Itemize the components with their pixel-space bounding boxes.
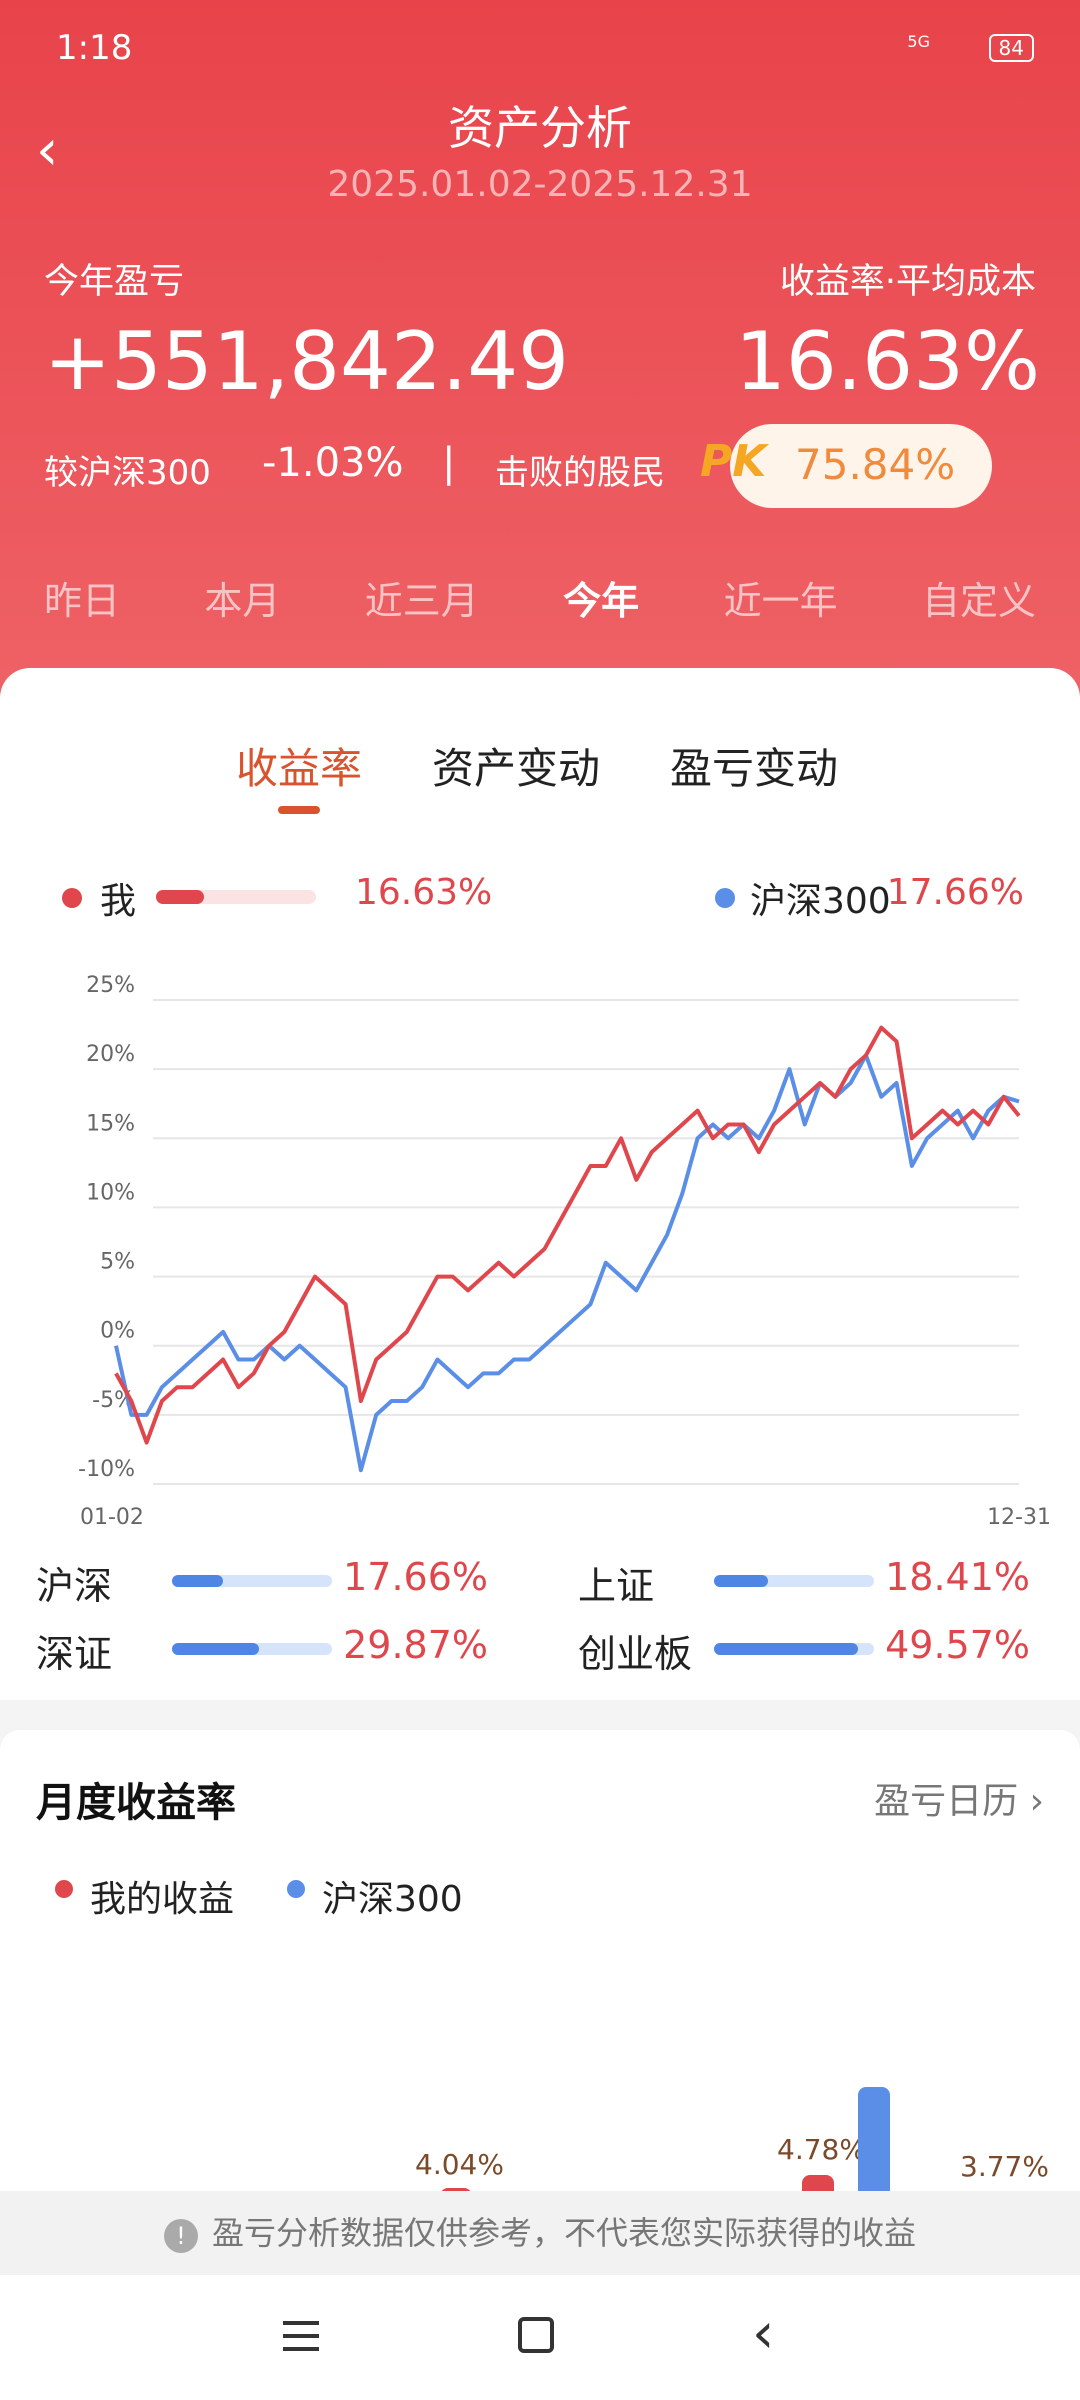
calendar-link[interactable]: 盈亏日历 › bbox=[874, 1781, 1044, 1822]
period-tab[interactable]: 近一年 bbox=[723, 579, 838, 623]
index-name: 上证 bbox=[578, 1564, 655, 1608]
network: 5G bbox=[907, 32, 930, 51]
y-tick-label: 5% bbox=[100, 1250, 135, 1275]
index-track bbox=[714, 1575, 874, 1587]
y-tick-label: 25% bbox=[86, 973, 135, 998]
index-track bbox=[714, 1643, 874, 1655]
legend-label: 我的收益 bbox=[90, 1879, 235, 1920]
period-tab[interactable]: 近三月 bbox=[364, 579, 479, 623]
disclaimer-bar: ! 盈亏分析数据仅供参考，不代表您实际获得的收益 bbox=[0, 2191, 1080, 2275]
time: 1:18 bbox=[56, 28, 133, 68]
legend-bar-fill bbox=[156, 890, 204, 904]
beat-label: 击败的股民 bbox=[495, 453, 665, 493]
page-title: 资产分析 bbox=[448, 101, 632, 155]
period-tabs: 昨日 本月 近三月 今年 近一年 自定义 bbox=[44, 570, 1036, 625]
rate-value: 16.63% bbox=[734, 315, 1040, 408]
bar-label: 4.78% bbox=[777, 2133, 866, 2166]
bar-label: 4.04% bbox=[415, 2148, 504, 2181]
rate-label[interactable]: 收益率·平均成本 bbox=[779, 262, 1036, 302]
legend-label: 沪深300 bbox=[750, 881, 891, 922]
period-tab[interactable]: 自定义 bbox=[921, 579, 1036, 623]
home-button[interactable] bbox=[518, 2317, 554, 2353]
index-name: 深证 bbox=[36, 1632, 113, 1676]
bar-label: 3.77% bbox=[960, 2150, 1049, 2183]
y-tick-label: -10% bbox=[78, 1457, 135, 1482]
chart: -10%-5%0%5%10%15%20%25%01-02 12-31 bbox=[78, 973, 1051, 1530]
tab-underline bbox=[278, 806, 320, 814]
index-stats: 沪深 17.66% 上证 18.41% 深证 29.87% 创业板 49.57% bbox=[0, 1555, 1080, 1676]
index-fill bbox=[714, 1643, 859, 1655]
series-line bbox=[114, 1053, 1020, 1473]
legend-label: 沪深300 bbox=[322, 1879, 463, 1920]
index-name: 创业板 bbox=[578, 1632, 693, 1676]
index-value: 29.87% bbox=[343, 1623, 488, 1667]
y-tick-label: 20% bbox=[86, 1042, 135, 1067]
card bbox=[0, 668, 1080, 1700]
pk-pill bbox=[730, 424, 992, 508]
benchmark-value: -1.03% bbox=[262, 440, 404, 486]
pk-badge: PK bbox=[700, 436, 767, 487]
chart-tabs: 收益率 资产变动 盈亏变动 bbox=[236, 735, 838, 796]
index-track bbox=[172, 1575, 332, 1587]
header-bg bbox=[0, 0, 1080, 700]
index-value: 18.41% bbox=[885, 1555, 1030, 1599]
y-tick-label: 0% bbox=[100, 1319, 135, 1344]
y-tick-label: 15% bbox=[86, 1111, 135, 1136]
x-tick-label: 01-02 bbox=[80, 1505, 144, 1530]
period-tab[interactable]: 今年 bbox=[563, 579, 640, 623]
period-tab[interactable]: 昨日 bbox=[44, 579, 121, 623]
calendar-link-text[interactable]: 盈亏日历 bbox=[874, 1781, 1019, 1822]
battery: 84 bbox=[988, 34, 1034, 62]
chart-tab[interactable]: 盈亏变动 bbox=[670, 744, 839, 793]
bar bbox=[858, 2087, 890, 2207]
divider: | bbox=[442, 440, 456, 486]
x-tick-label: 12-31 bbox=[987, 1505, 1051, 1530]
menu-button[interactable] bbox=[283, 2321, 319, 2351]
back-button[interactable]: ‹ bbox=[36, 118, 59, 183]
pnl-label: 今年盈亏 bbox=[44, 262, 185, 302]
back-nav[interactable]: ‹ bbox=[752, 2301, 775, 2366]
index-fill bbox=[172, 1643, 259, 1655]
disclaimer: 盈亏分析数据仅供参考，不代表您实际获得的收益 bbox=[211, 2214, 916, 2252]
y-tick-label: 10% bbox=[86, 1180, 135, 1205]
legend-label: 我 bbox=[100, 881, 137, 922]
index-value: 49.57% bbox=[885, 1623, 1030, 1667]
index-fill bbox=[714, 1575, 768, 1587]
period-tab[interactable]: 本月 bbox=[204, 579, 281, 623]
legend: 我 16.63% 沪深300 17.66% bbox=[0, 872, 1080, 922]
index-name: 沪深 bbox=[36, 1564, 113, 1608]
index-value: 17.66% bbox=[343, 1555, 488, 1599]
legend-value[interactable]: 17.66% bbox=[886, 872, 1024, 913]
chart-tab[interactable]: 收益率 bbox=[236, 744, 363, 793]
legend-dot bbox=[287, 1880, 305, 1898]
nav-bar: ‹ bbox=[0, 2275, 1080, 2400]
legend-dot bbox=[55, 1880, 73, 1898]
chart-tab[interactable]: 资产变动 bbox=[432, 744, 601, 793]
legend-dot bbox=[62, 888, 82, 908]
date-range: 2025.01.02-2025.12.31 bbox=[327, 164, 753, 205]
legend-dot bbox=[715, 888, 735, 908]
legend-value: 16.63% bbox=[355, 872, 493, 913]
monthly-title: 月度收益率 bbox=[36, 1780, 236, 1826]
beat-value: 75.84% bbox=[795, 440, 956, 489]
info-icon: ! bbox=[163, 2219, 198, 2253]
pnl-value: +551,842.49 bbox=[44, 315, 570, 408]
index-fill bbox=[172, 1575, 224, 1587]
benchmark-label: 较沪深300 bbox=[44, 453, 211, 493]
index-track bbox=[172, 1643, 332, 1655]
series-line bbox=[114, 1025, 1021, 1445]
